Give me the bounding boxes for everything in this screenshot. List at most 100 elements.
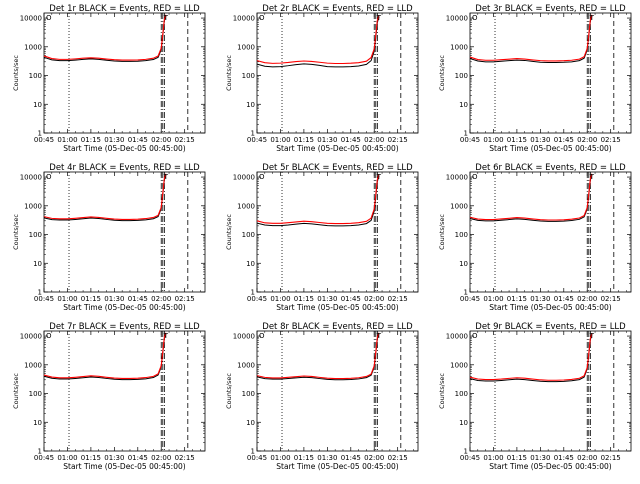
plot-frame — [256, 330, 419, 452]
y-tick-label: 1000 — [237, 43, 255, 51]
y-tick-label: 10000 — [233, 15, 255, 23]
series-lld-line — [469, 173, 593, 221]
x-tick-label: 02:00 — [577, 295, 597, 303]
panel-title: Det 2r BLACK = Events, RED = LLD — [262, 4, 413, 14]
x-tick-label: 01:45 — [554, 295, 574, 303]
x-tick-label: 01:00 — [57, 136, 77, 144]
x-tick-label: 00:45 — [247, 454, 267, 462]
x-tick-label: 01:45 — [128, 136, 148, 144]
y-tick-label: 1 — [38, 289, 42, 297]
y-tick-label: 10000 — [20, 174, 42, 182]
y-tick-label: 10000 — [233, 174, 255, 182]
series-lld-line — [256, 15, 380, 65]
y-tick-label: 10 — [246, 419, 255, 427]
y-tick-label: 10000 — [446, 174, 468, 182]
y-axis-label: Counts/sec — [438, 55, 446, 91]
x-tick-label: 00:45 — [460, 295, 480, 303]
y-tick-label: 1 — [38, 130, 42, 138]
y-tick-label: 100 — [455, 72, 468, 80]
legend-mark-o: O — [259, 14, 265, 22]
series-events-line — [256, 333, 380, 381]
plot-frame — [43, 330, 206, 452]
x-tick-label: 02:15 — [175, 295, 195, 303]
x-tick-label: 00:45 — [247, 295, 267, 303]
legend-mark-o: O — [472, 14, 478, 22]
series-events-line — [469, 334, 593, 383]
y-axis-label: Counts/sec — [225, 214, 233, 250]
x-tick-label: 01:45 — [341, 136, 361, 144]
y-tick-label: 10 — [246, 101, 255, 109]
legend-mark-o: O — [259, 332, 265, 340]
x-tick-label: 02:00 — [151, 136, 171, 144]
x-tick-label: 01:15 — [81, 295, 101, 303]
x-axis-label: Start Time (05-Dec-05 00:45:00) — [276, 303, 398, 312]
legend-mark-o: O — [472, 332, 478, 340]
y-tick-label: 10000 — [20, 333, 42, 341]
y-tick-label: 1 — [251, 448, 255, 456]
x-tick-label: 01:45 — [128, 454, 148, 462]
x-tick-label: 01:30 — [104, 295, 124, 303]
series-lld-line — [256, 174, 380, 225]
y-tick-label: 1 — [464, 448, 468, 456]
x-axis-label: Start Time (05-Dec-05 00:45:00) — [63, 462, 185, 471]
y-tick-label: 1000 — [24, 361, 42, 369]
y-tick-label: 100 — [242, 231, 255, 239]
y-tick-label: 10000 — [233, 333, 255, 341]
x-tick-label: 01:30 — [317, 295, 337, 303]
legend-mark-t: T — [376, 173, 382, 181]
y-tick-label: 1000 — [450, 202, 468, 210]
y-axis-label: Counts/sec — [225, 373, 233, 409]
legend-mark-t: T — [376, 332, 382, 340]
y-tick-label: 1 — [464, 289, 468, 297]
series-events-line — [469, 15, 593, 63]
x-tick-label: 02:15 — [601, 454, 621, 462]
legend-mark-o: O — [259, 173, 265, 181]
x-axis-label: Start Time (05-Dec-05 00:45:00) — [489, 462, 611, 471]
series-events-line — [256, 16, 380, 68]
y-tick-label: 10000 — [446, 15, 468, 23]
panel-title: Det 1r BLACK = Events, RED = LLD — [49, 4, 200, 14]
x-tick-label: 00:45 — [460, 454, 480, 462]
y-axis-label: Counts/sec — [225, 55, 233, 91]
x-tick-label: 01:45 — [554, 454, 574, 462]
x-tick-label: 01:30 — [530, 136, 550, 144]
x-tick-label: 01:15 — [81, 454, 101, 462]
x-tick-label: 00:45 — [460, 136, 480, 144]
x-tick-label: 02:15 — [388, 454, 408, 462]
panel-9: Det 9r BLACK = Events, RED = LLD 1 10 100 10… — [438, 322, 632, 471]
series-lld-line — [43, 14, 167, 61]
x-tick-label: 01:15 — [507, 136, 527, 144]
y-axis-label: Counts/sec — [12, 214, 20, 250]
x-tick-label: 00:45 — [34, 295, 54, 303]
panel-4: Det 4r BLACK = Events, RED = LLD 1 10 100 10… — [12, 163, 206, 312]
x-tick-label: 01:15 — [81, 136, 101, 144]
y-tick-label: 100 — [29, 231, 42, 239]
y-tick-label: 1 — [38, 448, 42, 456]
legend-mark-t: T — [163, 173, 169, 181]
y-tick-label: 1000 — [450, 361, 468, 369]
panel-title: Det 3r BLACK = Events, RED = LLD — [475, 4, 626, 14]
panel-2: Det 2r BLACK = Events, RED = LLD 1 10 100 10… — [225, 4, 419, 153]
x-axis-label: Start Time (05-Dec-05 00:45:00) — [489, 144, 611, 153]
series-lld-line — [469, 14, 593, 62]
y-tick-label: 10000 — [446, 333, 468, 341]
y-tick-label: 10 — [33, 260, 42, 268]
x-axis-label: Start Time (05-Dec-05 00:45:00) — [63, 144, 185, 153]
x-tick-label: 01:30 — [104, 136, 124, 144]
legend-mark-t: T — [589, 173, 595, 181]
panel-title: Det 7r BLACK = Events, RED = LLD — [49, 322, 200, 332]
x-tick-label: 02:15 — [601, 295, 621, 303]
x-axis-label: Start Time (05-Dec-05 00:45:00) — [276, 144, 398, 153]
x-tick-label: 01:00 — [57, 295, 77, 303]
x-tick-label: 01:15 — [294, 295, 314, 303]
y-tick-label: 10 — [459, 101, 468, 109]
y-axis-label: Counts/sec — [438, 214, 446, 250]
x-tick-label: 01:00 — [57, 454, 77, 462]
y-tick-label: 1000 — [24, 43, 42, 51]
y-tick-label: 100 — [242, 72, 255, 80]
series-lld-line — [43, 332, 167, 379]
x-tick-label: 02:00 — [364, 454, 384, 462]
x-tick-label: 02:15 — [601, 136, 621, 144]
